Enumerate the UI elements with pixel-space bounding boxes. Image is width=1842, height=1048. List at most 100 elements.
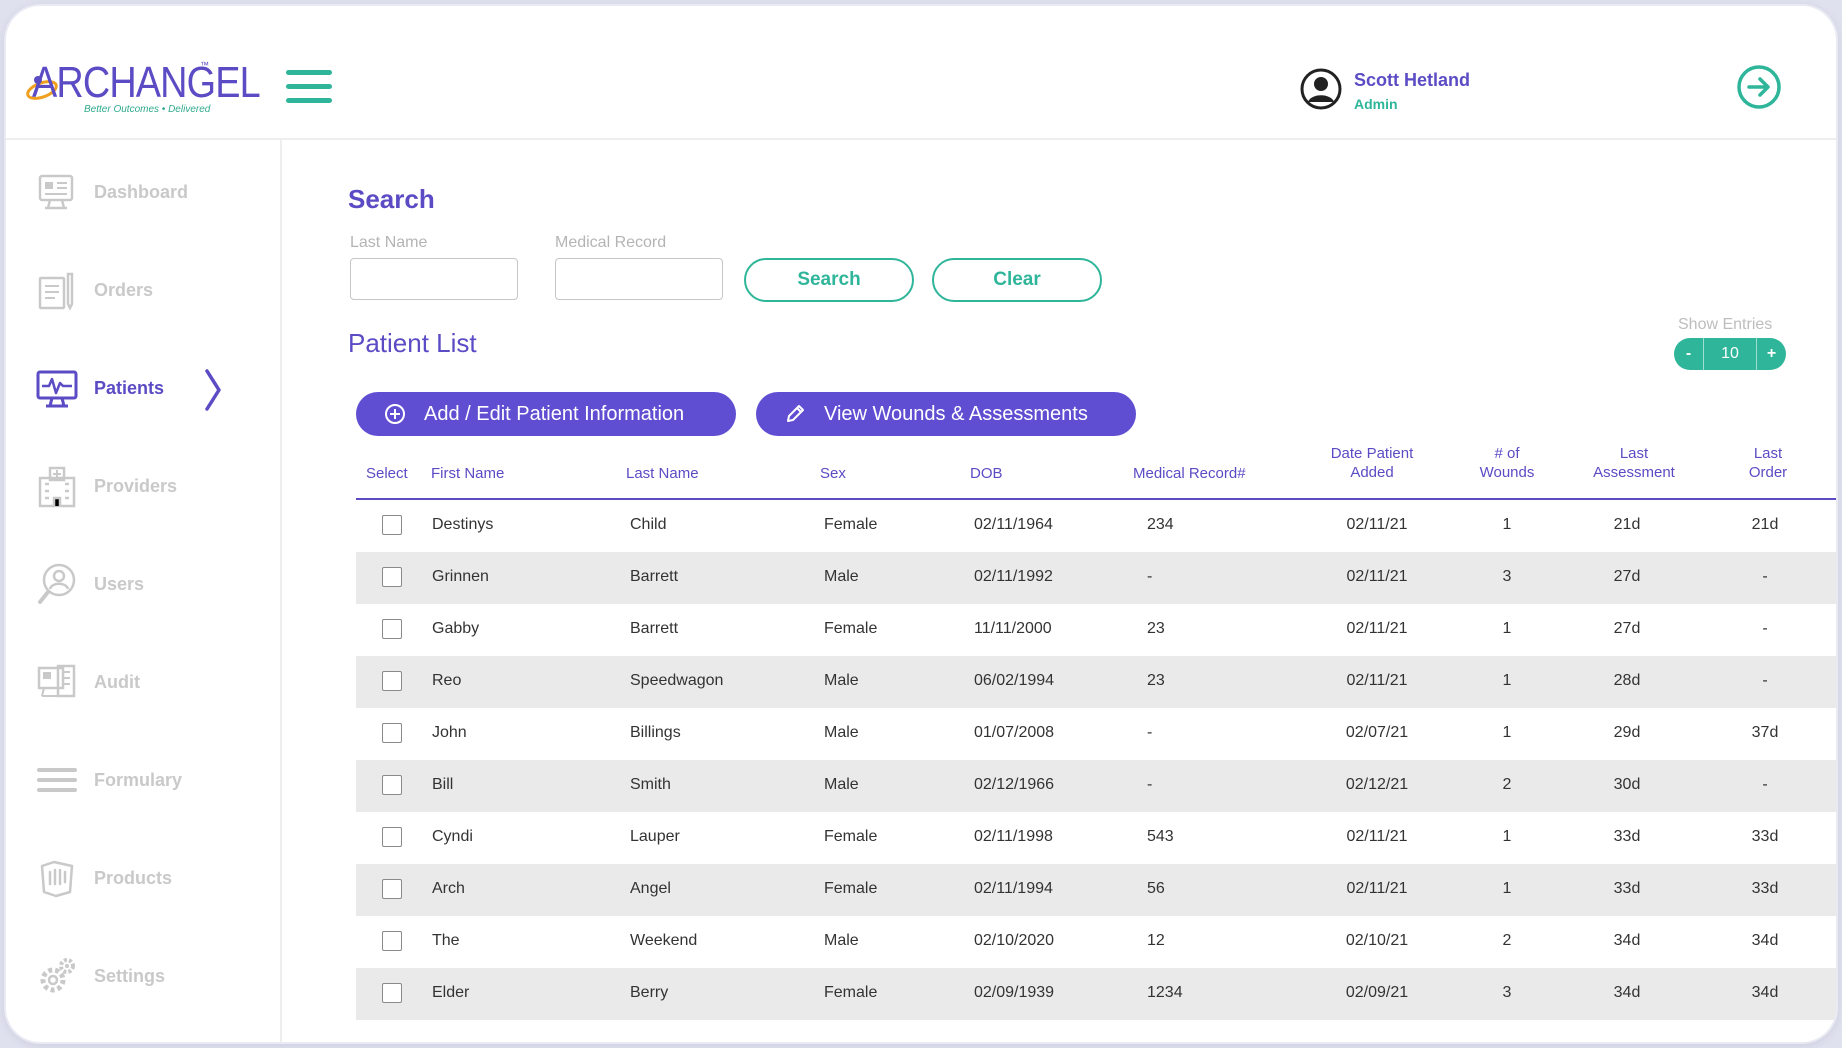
cell-last-assessment: 21d <box>1613 516 1641 533</box>
cell-date-added: 02/11/21 <box>1346 516 1408 533</box>
clear-button[interactable]: Clear <box>932 258 1102 302</box>
search-button[interactable]: Search <box>744 258 914 302</box>
user-role: Admin <box>1354 96 1398 112</box>
cell-dob: 11/11/2000 <box>974 620 1052 637</box>
row-select-checkbox[interactable] <box>382 671 402 691</box>
table-row[interactable]: Destinys Child Female 02/11/1964 234 02/… <box>356 500 1836 552</box>
col-last-assessment[interactable]: Last Assessment <box>1579 444 1689 482</box>
cell-first-name: The <box>432 932 460 949</box>
cell-dob: 02/10/2020 <box>974 932 1055 949</box>
row-select-checkbox[interactable] <box>382 827 402 847</box>
sidebar-item-settings[interactable]: Settings <box>26 946 266 1006</box>
patient-table-header: Select First Name Last Name Sex DOB Medi… <box>356 432 1836 500</box>
user-circle-icon <box>1300 68 1342 110</box>
sidebar-item-audit[interactable]: Audit <box>26 652 266 712</box>
row-select-checkbox[interactable] <box>382 515 402 535</box>
row-select-checkbox[interactable] <box>382 931 402 951</box>
dashboard-icon <box>38 174 74 210</box>
formulary-icon <box>37 768 77 792</box>
row-select-checkbox[interactable] <box>382 983 402 1003</box>
sidebar-item-dashboard[interactable]: Dashboard <box>26 162 266 222</box>
cell-wounds: 1 <box>1502 620 1512 637</box>
sidebar-item-label: Formulary <box>94 770 183 790</box>
col-last-name[interactable]: Last Name <box>626 465 699 482</box>
cell-last-order: 37d <box>1751 724 1779 741</box>
cell-first-name: Arch <box>432 880 465 897</box>
cell-last-assessment: 27d <box>1613 620 1641 637</box>
sidebar-item-label: Orders <box>94 280 154 300</box>
products-icon <box>40 860 74 898</box>
cell-dob: 02/11/1994 <box>974 880 1053 897</box>
cell-last-name: Smith <box>630 776 671 793</box>
cell-last-name: Lauper <box>630 828 680 845</box>
row-select-checkbox[interactable] <box>382 879 402 899</box>
col-first-name[interactable]: First Name <box>431 465 505 482</box>
add-edit-patient-label: Add / Edit Patient Information <box>424 403 685 425</box>
hamburger-icon[interactable] <box>286 70 332 108</box>
col-medical-record[interactable]: Medical Record# <box>1133 465 1246 482</box>
cell-first-name: John <box>432 724 467 741</box>
col-last-assessment-line1: Last <box>1619 445 1649 462</box>
cell-date-added: 02/11/21 <box>1346 568 1408 585</box>
sidebar-item-patients[interactable]: Patients <box>26 358 266 418</box>
col-last-order-line1: Last <box>1753 445 1783 462</box>
table-row[interactable]: Gabby Barrett Female 11/11/2000 23 02/11… <box>356 604 1836 656</box>
plus-circle-icon <box>385 404 405 424</box>
table-row[interactable]: John Billings Male 01/07/2008 - 02/07/21… <box>356 708 1836 760</box>
col-select[interactable]: Select <box>366 465 408 482</box>
sidebar-item-label: Providers <box>94 476 178 496</box>
entries-increment-button[interactable]: + <box>1756 338 1786 370</box>
cell-last-name: Speedwagon <box>630 672 724 689</box>
table-row[interactable]: Grinnen Barrett Male 02/11/1992 - 02/11/… <box>356 552 1836 604</box>
col-sex[interactable]: Sex <box>820 465 846 482</box>
logo-swoosh-icon <box>26 76 58 100</box>
col-wounds[interactable]: # of Wounds <box>1467 444 1547 482</box>
row-select-checkbox[interactable] <box>382 775 402 795</box>
row-select-checkbox[interactable] <box>382 619 402 639</box>
sidebar-item-providers[interactable]: Providers <box>26 456 266 516</box>
sidebar: Dashboard Orders Patients <box>6 140 282 1042</box>
col-last-order[interactable]: Last Order <box>1733 444 1803 482</box>
sidebar-item-products[interactable]: Products <box>26 848 266 908</box>
col-wounds-line2: Wounds <box>1479 464 1535 481</box>
col-last-order-line2: Order <box>1748 464 1788 481</box>
medical-record-label: Medical Record <box>555 234 667 251</box>
entries-stepper: - 10 + <box>1674 338 1786 370</box>
sidebar-item-users[interactable]: Users <box>26 554 266 614</box>
row-select-checkbox[interactable] <box>382 567 402 587</box>
cell-last-assessment: 28d <box>1613 672 1641 689</box>
cell-first-name: Bill <box>432 776 454 793</box>
table-row[interactable]: The Weekend Male 02/10/2020 12 02/10/21 … <box>356 916 1836 968</box>
cell-sex: Female <box>824 880 878 897</box>
cell-last-order: - <box>1762 776 1768 793</box>
cell-medical-record: 1234 <box>1147 984 1183 1001</box>
cell-sex: Female <box>824 620 878 637</box>
cell-dob: 02/11/1964 <box>974 516 1053 533</box>
table-row[interactable]: Elder Berry Female 02/09/1939 1234 02/09… <box>356 968 1836 1020</box>
last-name-input[interactable] <box>350 258 518 300</box>
cell-sex: Male <box>824 724 859 741</box>
col-dob[interactable]: DOB <box>970 465 1003 482</box>
col-date-added[interactable]: Date Patient Added <box>1317 444 1427 482</box>
archangel-logo[interactable]: ARCHANGEL ™ Better Outcomes • Delivered <box>24 58 261 124</box>
add-edit-patient-button[interactable]: Add / Edit Patient Information <box>356 392 736 436</box>
table-row[interactable]: Reo Speedwagon Male 06/02/1994 23 02/11/… <box>356 656 1836 708</box>
row-select-checkbox[interactable] <box>382 723 402 743</box>
cell-last-assessment: 29d <box>1613 724 1641 741</box>
cell-last-assessment: 34d <box>1613 932 1641 949</box>
sidebar-item-formulary[interactable]: Formulary <box>26 750 266 810</box>
table-row[interactable]: Cyndi Lauper Female 02/11/1998 543 02/11… <box>356 812 1836 864</box>
table-row[interactable]: Bill Smith Male 02/12/1966 - 02/12/21 2 … <box>356 760 1836 812</box>
cell-first-name: Grinnen <box>432 568 489 585</box>
cell-medical-record: - <box>1147 776 1153 793</box>
medical-record-input[interactable] <box>555 258 723 300</box>
table-row[interactable]: Arch Angel Female 02/11/1994 56 02/11/21… <box>356 864 1836 916</box>
arrow-right-circle-icon[interactable] <box>1736 64 1782 110</box>
cell-wounds: 2 <box>1502 932 1512 949</box>
sidebar-item-orders[interactable]: Orders <box>26 260 266 320</box>
pencil-icon <box>787 405 804 422</box>
entries-decrement-button[interactable]: - <box>1674 338 1704 370</box>
view-wounds-button[interactable]: View Wounds & Assessments <box>756 392 1136 436</box>
last-name-label: Last Name <box>350 234 428 251</box>
cell-date-added: 02/07/21 <box>1345 724 1409 741</box>
